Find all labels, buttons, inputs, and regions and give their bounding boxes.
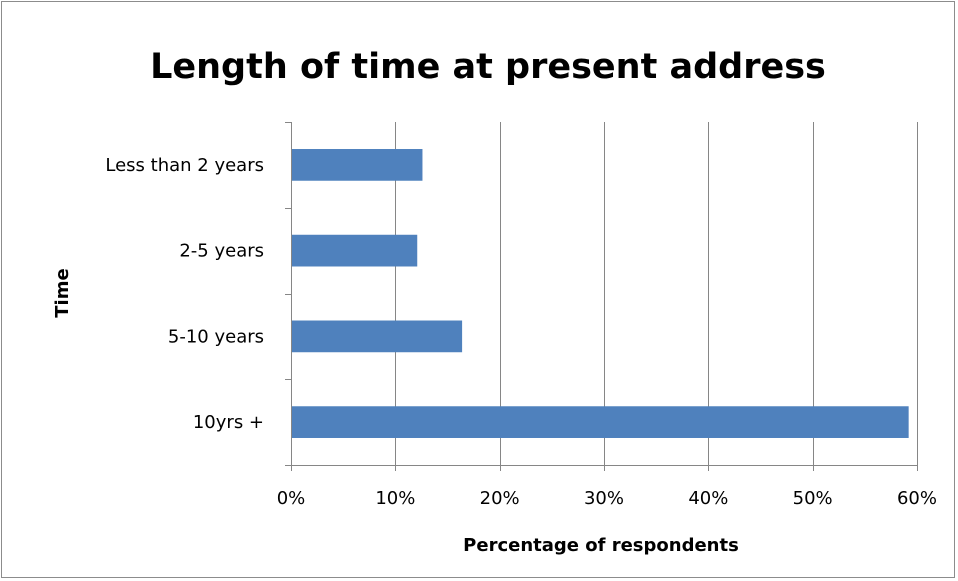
x-tick-label: 20%	[480, 488, 520, 509]
x-tick-label: 30%	[584, 488, 624, 509]
y-axis-title: Time	[52, 268, 73, 317]
bars	[291, 149, 909, 438]
bar	[291, 234, 418, 267]
x-tick-label: 40%	[688, 488, 728, 509]
y-tick-label: 10yrs +	[193, 412, 264, 433]
x-tick-label: 60%	[897, 488, 937, 509]
bar	[291, 406, 909, 438]
bar	[291, 320, 463, 353]
chart-title: Length of time at present address	[150, 47, 826, 87]
y-tick-label: 5-10 years	[168, 326, 264, 347]
x-tick-label: 10%	[375, 488, 415, 509]
tick-labels: 0% 10% 20% 30% 40% 50% 60% Less than 2 years 2-5…	[105, 155, 937, 509]
x-tick-label: 0%	[277, 488, 306, 509]
y-tick-label: 2-5 years	[179, 241, 264, 262]
y-tick-label: Less than 2 years	[105, 155, 264, 176]
axes	[285, 122, 918, 471]
bar	[291, 149, 423, 181]
x-tick-label: 50%	[793, 488, 833, 509]
x-axis-title: Percentage of respondents	[463, 535, 739, 556]
